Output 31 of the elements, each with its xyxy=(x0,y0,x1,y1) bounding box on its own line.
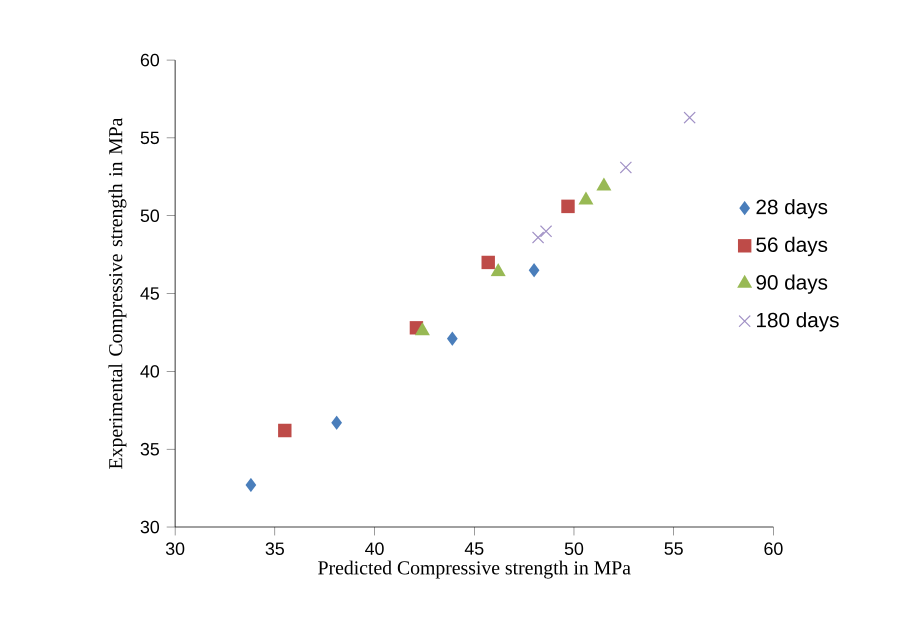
point xyxy=(331,416,342,430)
point xyxy=(683,111,696,124)
point xyxy=(532,231,544,244)
x-tick-label: 45 xyxy=(464,542,484,555)
point xyxy=(540,225,552,238)
point xyxy=(482,256,495,270)
point xyxy=(447,332,458,346)
legend-label: 56 days xyxy=(756,236,828,256)
y-tick-label: 60 xyxy=(140,54,160,66)
point xyxy=(278,424,292,438)
y-tick-label: 35 xyxy=(140,442,159,456)
x-tick-label: 50 xyxy=(564,542,584,555)
point xyxy=(620,161,632,174)
y-tick-label: 30 xyxy=(140,520,160,534)
x-tick-label: 40 xyxy=(365,542,384,555)
y-tick-label: 45 xyxy=(140,287,159,300)
legend-label: 90 days xyxy=(756,274,828,294)
x-tick-label: 35 xyxy=(266,542,284,555)
x-tick-label: 60 xyxy=(764,542,783,555)
y-tick-label: 50 xyxy=(140,209,160,222)
y-tick-label: 40 xyxy=(140,364,160,378)
x-tick-label: 55 xyxy=(664,542,683,555)
point xyxy=(528,263,540,278)
x-tick-label: 30 xyxy=(166,542,184,555)
y-axis-title: Experimental Compressive strength in MPa xyxy=(108,118,126,469)
point xyxy=(246,478,256,492)
legend-label: 28 days xyxy=(756,199,828,218)
point xyxy=(561,200,575,213)
x-axis-title: Predicted Compressive strength in MPa xyxy=(318,560,631,578)
y-tick-label: 55 xyxy=(140,132,159,144)
legend-label: 180 days xyxy=(757,312,839,332)
